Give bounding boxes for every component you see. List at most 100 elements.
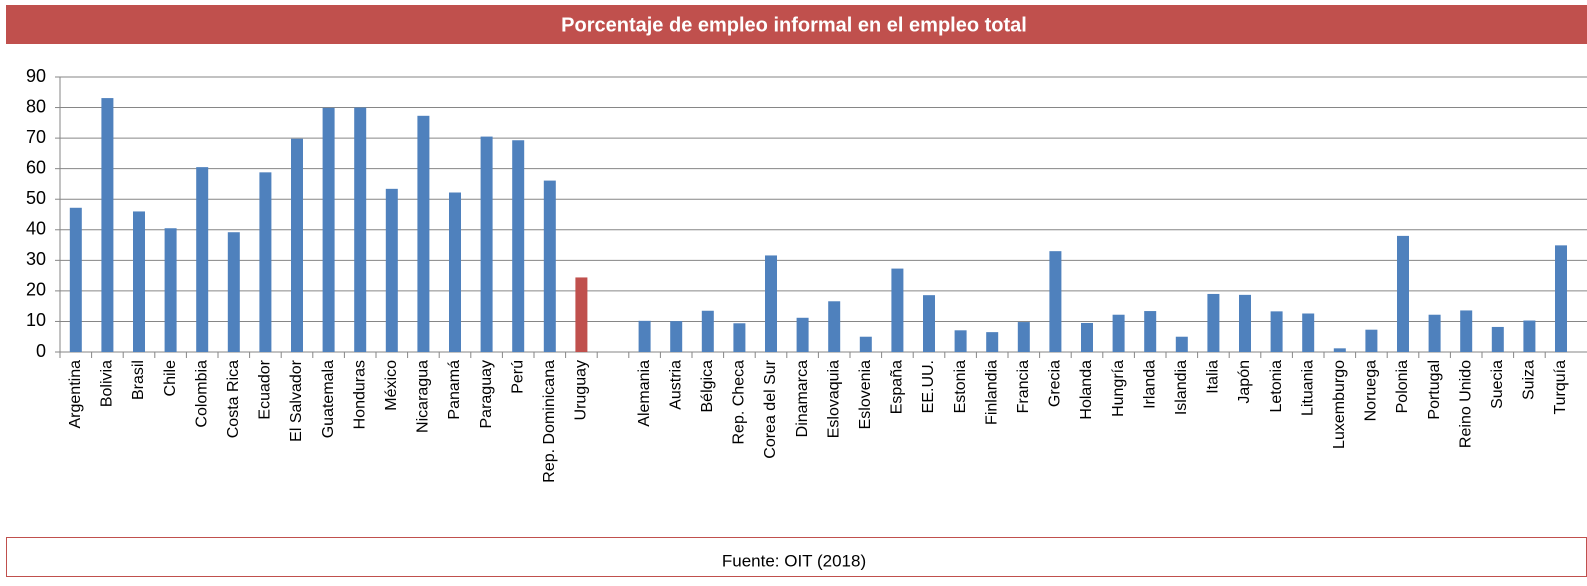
- bar: [164, 228, 177, 352]
- y-tick-label: 30: [26, 249, 46, 269]
- bar: [417, 115, 430, 352]
- x-tick-label: Chile: [162, 360, 179, 397]
- bar: [227, 232, 240, 352]
- x-tick-label: Rep. Dominicana: [541, 360, 558, 483]
- x-tick-label: Finlandia: [983, 360, 1000, 425]
- x-tick-label: Noruega: [1363, 360, 1380, 421]
- bar: [701, 310, 714, 352]
- x-tick-label: Eslovenia: [857, 360, 874, 429]
- x-tick-label: Portugal: [1426, 360, 1443, 420]
- x-tick-label: España: [889, 360, 906, 414]
- bar: [828, 301, 841, 352]
- y-tick-label: 20: [26, 280, 46, 300]
- bar: [1523, 320, 1536, 352]
- x-tick-label: Reino Unido: [1457, 360, 1474, 448]
- x-tick-label: Honduras: [351, 360, 368, 429]
- bar: [322, 107, 335, 352]
- bar: [796, 317, 809, 352]
- x-tick-label: Nicaragua: [415, 360, 432, 433]
- y-tick-label: 80: [26, 96, 46, 116]
- bar: [891, 268, 904, 352]
- bar: [986, 332, 999, 352]
- x-tick-label: Irlanda: [1141, 360, 1158, 409]
- x-tick-label: Bolivia: [99, 360, 116, 407]
- x-tick-label: Lituania: [1299, 360, 1316, 416]
- x-tick-label: Guatemala: [320, 360, 337, 438]
- x-tick-label: Corea del Sur: [762, 359, 779, 458]
- bar: [543, 180, 556, 352]
- bar: [923, 295, 935, 352]
- x-tick-label: Ecuador: [257, 359, 274, 419]
- y-tick-label: 10: [26, 310, 46, 330]
- x-tick-label: Polonia: [1394, 360, 1411, 413]
- x-tick-label: El Salvador: [288, 359, 305, 441]
- x-tick-label: Suiza: [1521, 360, 1538, 400]
- y-tick-label: 0: [36, 341, 46, 361]
- x-tick-label: Austria: [667, 360, 684, 410]
- bar: [1081, 322, 1093, 352]
- x-tick-label: Islandia: [1173, 360, 1190, 415]
- x-tick-label: Grecia: [1047, 360, 1064, 407]
- x-tick-label: Japón: [1236, 360, 1253, 404]
- chart-title: Porcentaje de empleo informal en el empl…: [561, 14, 1027, 36]
- x-tick-label: Bélgica: [699, 360, 716, 413]
- bar: [133, 211, 145, 352]
- bar: [1302, 313, 1315, 352]
- x-tick-label: Italia: [1205, 360, 1222, 394]
- x-tick-label: Eslovaquia: [825, 360, 842, 438]
- bar: [1365, 329, 1378, 352]
- x-tick-label: Turquía: [1552, 360, 1569, 415]
- x-tick-label: Argentina: [67, 360, 84, 429]
- y-tick-label: 50: [26, 188, 46, 208]
- bar: [1175, 336, 1188, 352]
- x-tick-label: Perú: [509, 360, 526, 394]
- bar: [101, 98, 114, 352]
- y-tick-label: 90: [26, 66, 46, 86]
- x-tick-label: Estonia: [952, 360, 969, 413]
- y-tick-label: 70: [26, 127, 46, 147]
- x-tick-label: Dinamarca: [794, 360, 811, 437]
- bar: [765, 255, 777, 352]
- title-bar: [6, 5, 1587, 44]
- y-tick-label: 40: [26, 219, 46, 239]
- bar: [196, 167, 209, 352]
- bar: [1460, 310, 1473, 352]
- bar: [480, 136, 493, 352]
- bar: [1555, 245, 1567, 352]
- y-tick-label: 60: [26, 157, 46, 177]
- x-tick-label: Uruguay: [573, 360, 590, 420]
- x-tick-label: Letonia: [1268, 360, 1285, 413]
- bar: [69, 207, 82, 352]
- bar: [291, 138, 303, 352]
- x-tick-label: Luxemburgo: [1331, 360, 1348, 449]
- x-tick-label: Brasil: [130, 360, 147, 400]
- bar: [1144, 311, 1157, 352]
- bar: [1491, 326, 1504, 352]
- bar: [1428, 314, 1441, 352]
- bar: [512, 140, 525, 352]
- x-tick-label: Colombia: [193, 360, 210, 428]
- bar: [1017, 322, 1030, 352]
- x-tick-label: Francia: [1015, 360, 1032, 413]
- x-tick-label: México: [383, 360, 400, 411]
- bar: [1333, 348, 1346, 352]
- bar: [354, 107, 367, 352]
- x-tick-label: Hungría: [1110, 360, 1127, 417]
- bar: [1239, 294, 1251, 352]
- bar: [1207, 293, 1220, 352]
- footer: Fuente: OIT (2018): [722, 551, 866, 570]
- x-tick-label: Rep. Checa: [731, 360, 748, 445]
- bar: [859, 336, 872, 352]
- bar: [733, 323, 746, 352]
- bar: [638, 320, 651, 352]
- bar: [575, 277, 588, 352]
- bar: [1049, 251, 1062, 352]
- x-tick-label: Suecia: [1489, 360, 1506, 409]
- x-tick-label: Holanda: [1078, 360, 1095, 420]
- bar: [670, 321, 683, 352]
- x-tick-label: Alemania: [636, 360, 653, 427]
- bar: [385, 188, 398, 352]
- bar: [1270, 311, 1283, 352]
- x-tick-label: Panamá: [446, 360, 463, 420]
